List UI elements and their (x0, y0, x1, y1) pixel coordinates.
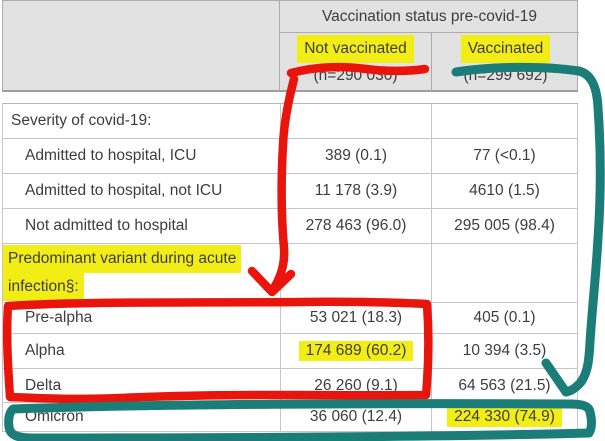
cell-vaccinated: 64 563 (21.5) (431, 369, 577, 402)
cell-not-vaccinated: 11 178 (3.9) (280, 174, 431, 208)
row-label: Severity of covid-19: (11, 112, 152, 129)
cell-not-vaccinated: 389 (0.1) (280, 139, 431, 173)
cell-vaccinated: 4610 (1.5) (431, 174, 577, 208)
cell-not-vaccinated: 26 260 (9.1) (280, 369, 431, 402)
cell-not-vaccinated (280, 104, 431, 138)
table-header-band: Vaccination status pre-covid-19 Not vacc… (2, 0, 579, 92)
cell-not-vaccinated (280, 244, 431, 302)
variant-section-line2: infection§: (3, 273, 84, 301)
header-column-divider (431, 33, 432, 91)
cell-not-vaccinated: 36 060 (12.4) (280, 403, 431, 431)
cell-not-vaccinated: 278 463 (96.0) (280, 209, 431, 243)
table-row-icu: Admitted to hospital, ICU 389 (0.1) 77 (… (3, 139, 577, 174)
table-row-alpha: Alpha 174 689 (60.2) 10 394 (3.5) (3, 334, 577, 369)
row-label: Alpha (25, 342, 65, 359)
row-label: Predominant variant during acute infecti… (3, 243, 280, 303)
cell-vaccinated: 77 (<0.1) (431, 139, 577, 173)
header-group-title: Vaccination status pre-covid-19 (280, 1, 579, 33)
highlighted-value: 224 330 (74.9) (447, 407, 562, 427)
vaccinated-n: (n=299 692) (463, 67, 548, 84)
table-row-omicron: Omicron 36 060 (12.4) 224 330 (74.9) (3, 403, 577, 431)
not-vaccinated-label: Not vaccinated (297, 35, 414, 63)
cell-not-vaccinated: 174 689 (60.2) (280, 334, 431, 368)
table-row-delta: Delta 26 260 (9.1) 64 563 (21.5) (3, 369, 577, 403)
table-row-not-admitted: Not admitted to hospital 278 463 (96.0) … (3, 209, 577, 244)
cell-vaccinated (431, 244, 577, 302)
row-label: Admitted to hospital, not ICU (25, 182, 223, 199)
row-label: Delta (25, 376, 62, 394)
row-label: Pre-alpha (25, 309, 93, 326)
header-divider (279, 1, 280, 91)
variant-section-line1: Predominant variant during acute (3, 245, 242, 273)
vaccinated-label: Vaccinated (460, 35, 551, 63)
cell-vaccinated: 10 394 (3.5) (431, 334, 577, 368)
highlighted-value: 174 689 (60.2) (298, 341, 414, 361)
column-header-vaccinated: Vaccinated (n=299 692) (432, 33, 579, 91)
cell-vaccinated: 405 (0.1) (431, 303, 577, 333)
row-label: Not admitted to hospital (25, 217, 188, 234)
table-row-not-icu: Admitted to hospital, not ICU 11 178 (3.… (3, 174, 577, 209)
column-header-not-vaccinated: Not vaccinated (n=290 030) (280, 33, 431, 91)
cell-not-vaccinated: 53 021 (18.3) (280, 303, 431, 333)
table-row-variant-section: Predominant variant during acute infecti… (3, 244, 577, 303)
table-row-severity-section: Severity of covid-19: (3, 104, 577, 139)
cell-vaccinated: 295 005 (98.4) (431, 209, 577, 243)
row-label: Omicron (25, 408, 84, 425)
cell-vaccinated: 224 330 (74.9) (431, 403, 577, 431)
not-vaccinated-n: (n=290 030) (313, 67, 398, 84)
cell-vaccinated (431, 104, 577, 138)
table-row-pre-alpha: Pre-alpha 53 021 (18.3) 405 (0.1) (3, 303, 577, 334)
data-table: Severity of covid-19: Admitted to hospit… (2, 103, 578, 432)
row-label: Admitted to hospital, ICU (25, 147, 197, 164)
